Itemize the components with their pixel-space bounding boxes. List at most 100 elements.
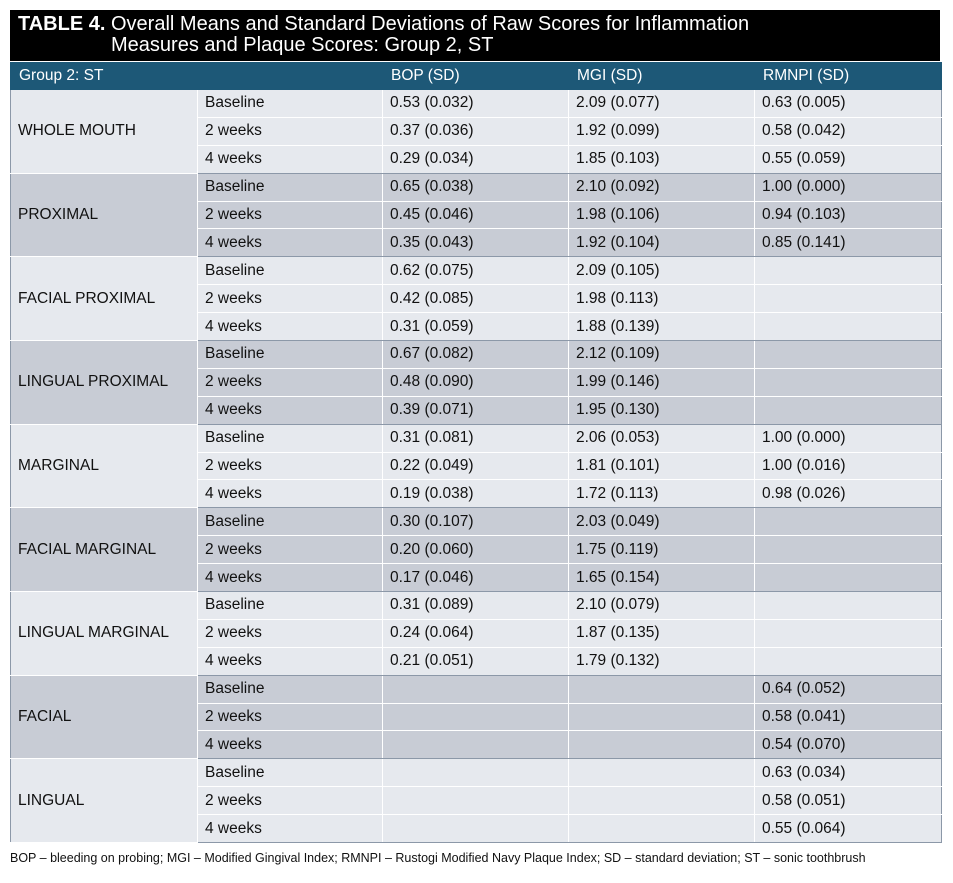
value-cell: 1.81 (0.101) [568, 451, 755, 481]
period-cell: 2 weeks [197, 116, 383, 146]
period-cell: 2 weeks [197, 367, 383, 397]
period-cell: Baseline [197, 423, 383, 453]
empty-cell [754, 563, 942, 593]
empty-cell [568, 674, 755, 704]
empty-cell [754, 312, 942, 342]
group-cell: LINGUAL PROXIMAL [10, 340, 198, 425]
table-row: LINGUAL MARGINAL Baseline 0.31 (0.089) 2.10… [10, 591, 942, 676]
table-row: 2 weeks 0.37 (0.036) 1.92 (0.099) 0.58 (0.0… [11, 116, 942, 146]
table-row: LINGUAL Baseline 0.63 (0.034) [10, 758, 942, 844]
value-cell: 2.09 (0.105) [568, 256, 755, 286]
group-cell: FACIAL [10, 674, 198, 760]
value-cell: 0.19 (0.038) [382, 479, 569, 509]
value-cell: 0.55 (0.059) [754, 144, 942, 174]
table-row: 2 weeks 0.58 (0.051) [11, 786, 942, 816]
period-cell: Baseline [197, 758, 383, 788]
value-cell: 0.58 (0.051) [754, 786, 942, 816]
value-cell: 1.00 (0.000) [754, 172, 942, 202]
table-row: 4 weeks 0.21 (0.051) 1.79 (0.132) [11, 646, 942, 676]
empty-cell [382, 674, 569, 704]
period-cell: Baseline [197, 89, 383, 118]
value-cell: 0.58 (0.042) [754, 116, 942, 146]
group-cell: LINGUAL MARGINAL [10, 591, 198, 676]
header-cell: Group 2: ST [10, 62, 383, 90]
empty-cell [754, 256, 942, 286]
value-cell: 0.54 (0.070) [754, 730, 942, 760]
period-cell: 2 weeks [197, 284, 383, 314]
value-cell: 1.75 (0.119) [568, 535, 755, 565]
group-cell: MARGINAL [10, 423, 198, 509]
period-cell: 2 weeks [197, 535, 383, 565]
value-cell: 2.10 (0.079) [568, 591, 755, 620]
value-cell: 0.64 (0.052) [754, 674, 942, 704]
table-row: 2 weeks 0.45 (0.046) 1.98 (0.106) 0.94 (0.1… [11, 200, 942, 230]
period-cell: 2 weeks [197, 200, 383, 230]
table-row: WHOLE MOUTH Baseline 0.53 (0.032) 2.09 (0.0… [10, 89, 942, 174]
value-cell: 0.31 (0.059) [382, 312, 569, 342]
empty-cell [754, 284, 942, 314]
empty-cell [382, 730, 569, 760]
value-cell: 1.92 (0.099) [568, 116, 755, 146]
value-cell: 0.63 (0.034) [754, 758, 942, 788]
value-cell: 0.55 (0.064) [754, 814, 942, 844]
table-row: 2 weeks 0.22 (0.049) 1.81 (0.101) 1.00 (0.0… [11, 451, 942, 481]
value-cell: 0.39 (0.071) [382, 395, 569, 425]
value-cell: 0.53 (0.032) [382, 89, 569, 118]
period-cell: Baseline [197, 674, 383, 704]
value-cell: 1.72 (0.113) [568, 479, 755, 509]
empty-cell [382, 702, 569, 732]
header-cell: MGI (SD) [568, 62, 755, 90]
value-cell: 0.63 (0.005) [754, 89, 942, 118]
table-row: FACIAL MARGINAL Baseline 0.30 (0.107) 2.03 … [10, 507, 942, 593]
table-row: 4 weeks 0.31 (0.059) 1.88 (0.139) [11, 312, 942, 342]
table-row: PROXIMAL Baseline 0.65 (0.038) 2.10 (0.092)… [10, 172, 942, 258]
table-row: FACIAL PROXIMAL Baseline 0.62 (0.075) 2.09 … [10, 256, 942, 342]
group-cell: LINGUAL [10, 758, 198, 844]
period-cell: Baseline [197, 591, 383, 620]
header-cell: RMNPI (SD) [754, 62, 942, 90]
table-row: 4 weeks 0.35 (0.043) 1.92 (0.104) 0.85 (0.1… [11, 228, 942, 258]
value-cell: 0.21 (0.051) [382, 646, 569, 676]
empty-cell [568, 814, 755, 844]
value-cell: 0.31 (0.089) [382, 591, 569, 620]
table-row: 2 weeks 0.58 (0.041) [11, 702, 942, 732]
value-cell: 0.62 (0.075) [382, 256, 569, 286]
period-cell: Baseline [197, 340, 383, 369]
period-cell: 4 weeks [197, 228, 383, 258]
period-cell: 4 weeks [197, 479, 383, 509]
group-cell: FACIAL PROXIMAL [10, 256, 198, 342]
value-cell: 0.29 (0.034) [382, 144, 569, 174]
value-cell: 1.99 (0.146) [568, 367, 755, 397]
table-row: 4 weeks 0.55 (0.064) [11, 814, 942, 844]
title-line: Overall Means and Standard Deviations of… [111, 13, 750, 35]
value-cell: 0.48 (0.090) [382, 367, 569, 397]
value-cell: 2.06 (0.053) [568, 423, 755, 453]
empty-cell [568, 786, 755, 816]
empty-cell [754, 618, 942, 648]
value-cell: 1.00 (0.000) [754, 423, 942, 453]
value-cell: 0.24 (0.064) [382, 618, 569, 648]
value-cell: 1.00 (0.016) [754, 451, 942, 481]
empty-cell [754, 507, 942, 537]
value-cell: 0.85 (0.141) [754, 228, 942, 258]
value-cell: 1.87 (0.135) [568, 618, 755, 648]
data-table: Group 2: ST BOP (SD) MGI (SD) RMNPI (SD)… [10, 62, 942, 844]
group-cell: WHOLE MOUTH [10, 89, 198, 174]
period-cell: 4 weeks [197, 312, 383, 342]
empty-cell [382, 786, 569, 816]
value-cell: 1.92 (0.104) [568, 228, 755, 258]
value-cell: 0.22 (0.049) [382, 451, 569, 481]
value-cell: 0.37 (0.036) [382, 116, 569, 146]
period-cell: Baseline [197, 172, 383, 202]
value-cell: 0.42 (0.085) [382, 284, 569, 314]
period-cell: Baseline [197, 507, 383, 537]
table-row: 4 weeks 0.19 (0.038) 1.72 (0.113) 0.98 (0.0… [11, 479, 942, 509]
value-cell: 0.67 (0.082) [382, 340, 569, 369]
title-text: Overall Means and Standard Deviations of… [111, 14, 749, 56]
footnote: BOP – bleeding on probing; MGI – Modifie… [10, 851, 866, 865]
group-cell: PROXIMAL [10, 172, 198, 258]
table-row: LINGUAL PROXIMAL Baseline 0.67 (0.082) 2.12… [10, 340, 942, 425]
table-row: 2 weeks 0.48 (0.090) 1.99 (0.146) [11, 367, 942, 397]
table-row: 2 weeks 0.24 (0.064) 1.87 (0.135) [11, 618, 942, 648]
header-cell: BOP (SD) [382, 62, 569, 90]
